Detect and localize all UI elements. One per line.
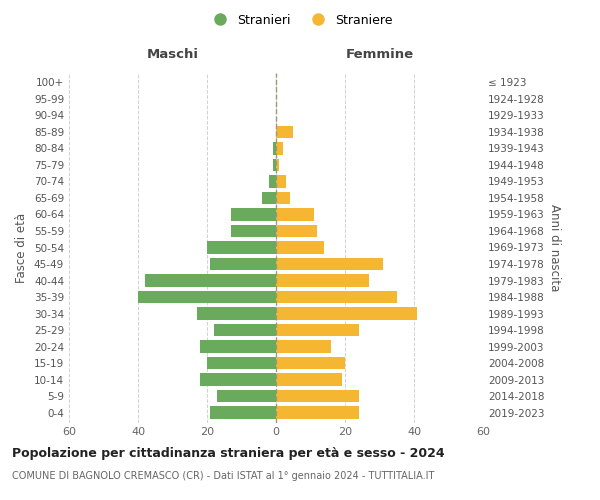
- Bar: [272, 142, 276, 154]
- Bar: [276, 390, 359, 402]
- Bar: [276, 406, 359, 419]
- Bar: [272, 159, 276, 171]
- Bar: [214, 324, 276, 336]
- Bar: [276, 340, 331, 352]
- Bar: [276, 274, 369, 286]
- Bar: [217, 390, 276, 402]
- Bar: [276, 324, 359, 336]
- Bar: [276, 357, 345, 370]
- Bar: [276, 208, 314, 220]
- Bar: [262, 192, 276, 204]
- Y-axis label: Fasce di età: Fasce di età: [16, 212, 28, 282]
- Text: Femmine: Femmine: [346, 48, 413, 61]
- Text: COMUNE DI BAGNOLO CREMASCO (CR) - Dati ISTAT al 1° gennaio 2024 - TUTTITALIA.IT: COMUNE DI BAGNOLO CREMASCO (CR) - Dati I…: [12, 471, 434, 481]
- Bar: [138, 291, 276, 303]
- Bar: [276, 159, 280, 171]
- Bar: [211, 406, 276, 419]
- Bar: [200, 340, 276, 352]
- Bar: [276, 225, 317, 237]
- Y-axis label: Anni di nascita: Anni di nascita: [548, 204, 561, 291]
- Bar: [276, 258, 383, 270]
- Bar: [276, 308, 418, 320]
- Bar: [145, 274, 276, 286]
- Bar: [276, 291, 397, 303]
- Bar: [231, 225, 276, 237]
- Bar: [276, 192, 290, 204]
- Bar: [276, 142, 283, 154]
- Bar: [269, 176, 276, 188]
- Legend: Stranieri, Straniere: Stranieri, Straniere: [202, 8, 398, 32]
- Bar: [276, 242, 325, 254]
- Bar: [276, 374, 341, 386]
- Bar: [211, 258, 276, 270]
- Bar: [200, 374, 276, 386]
- Bar: [207, 357, 276, 370]
- Bar: [276, 126, 293, 138]
- Bar: [207, 242, 276, 254]
- Text: Maschi: Maschi: [146, 48, 199, 61]
- Bar: [231, 208, 276, 220]
- Text: Popolazione per cittadinanza straniera per età e sesso - 2024: Popolazione per cittadinanza straniera p…: [12, 448, 445, 460]
- Bar: [276, 176, 286, 188]
- Bar: [197, 308, 276, 320]
